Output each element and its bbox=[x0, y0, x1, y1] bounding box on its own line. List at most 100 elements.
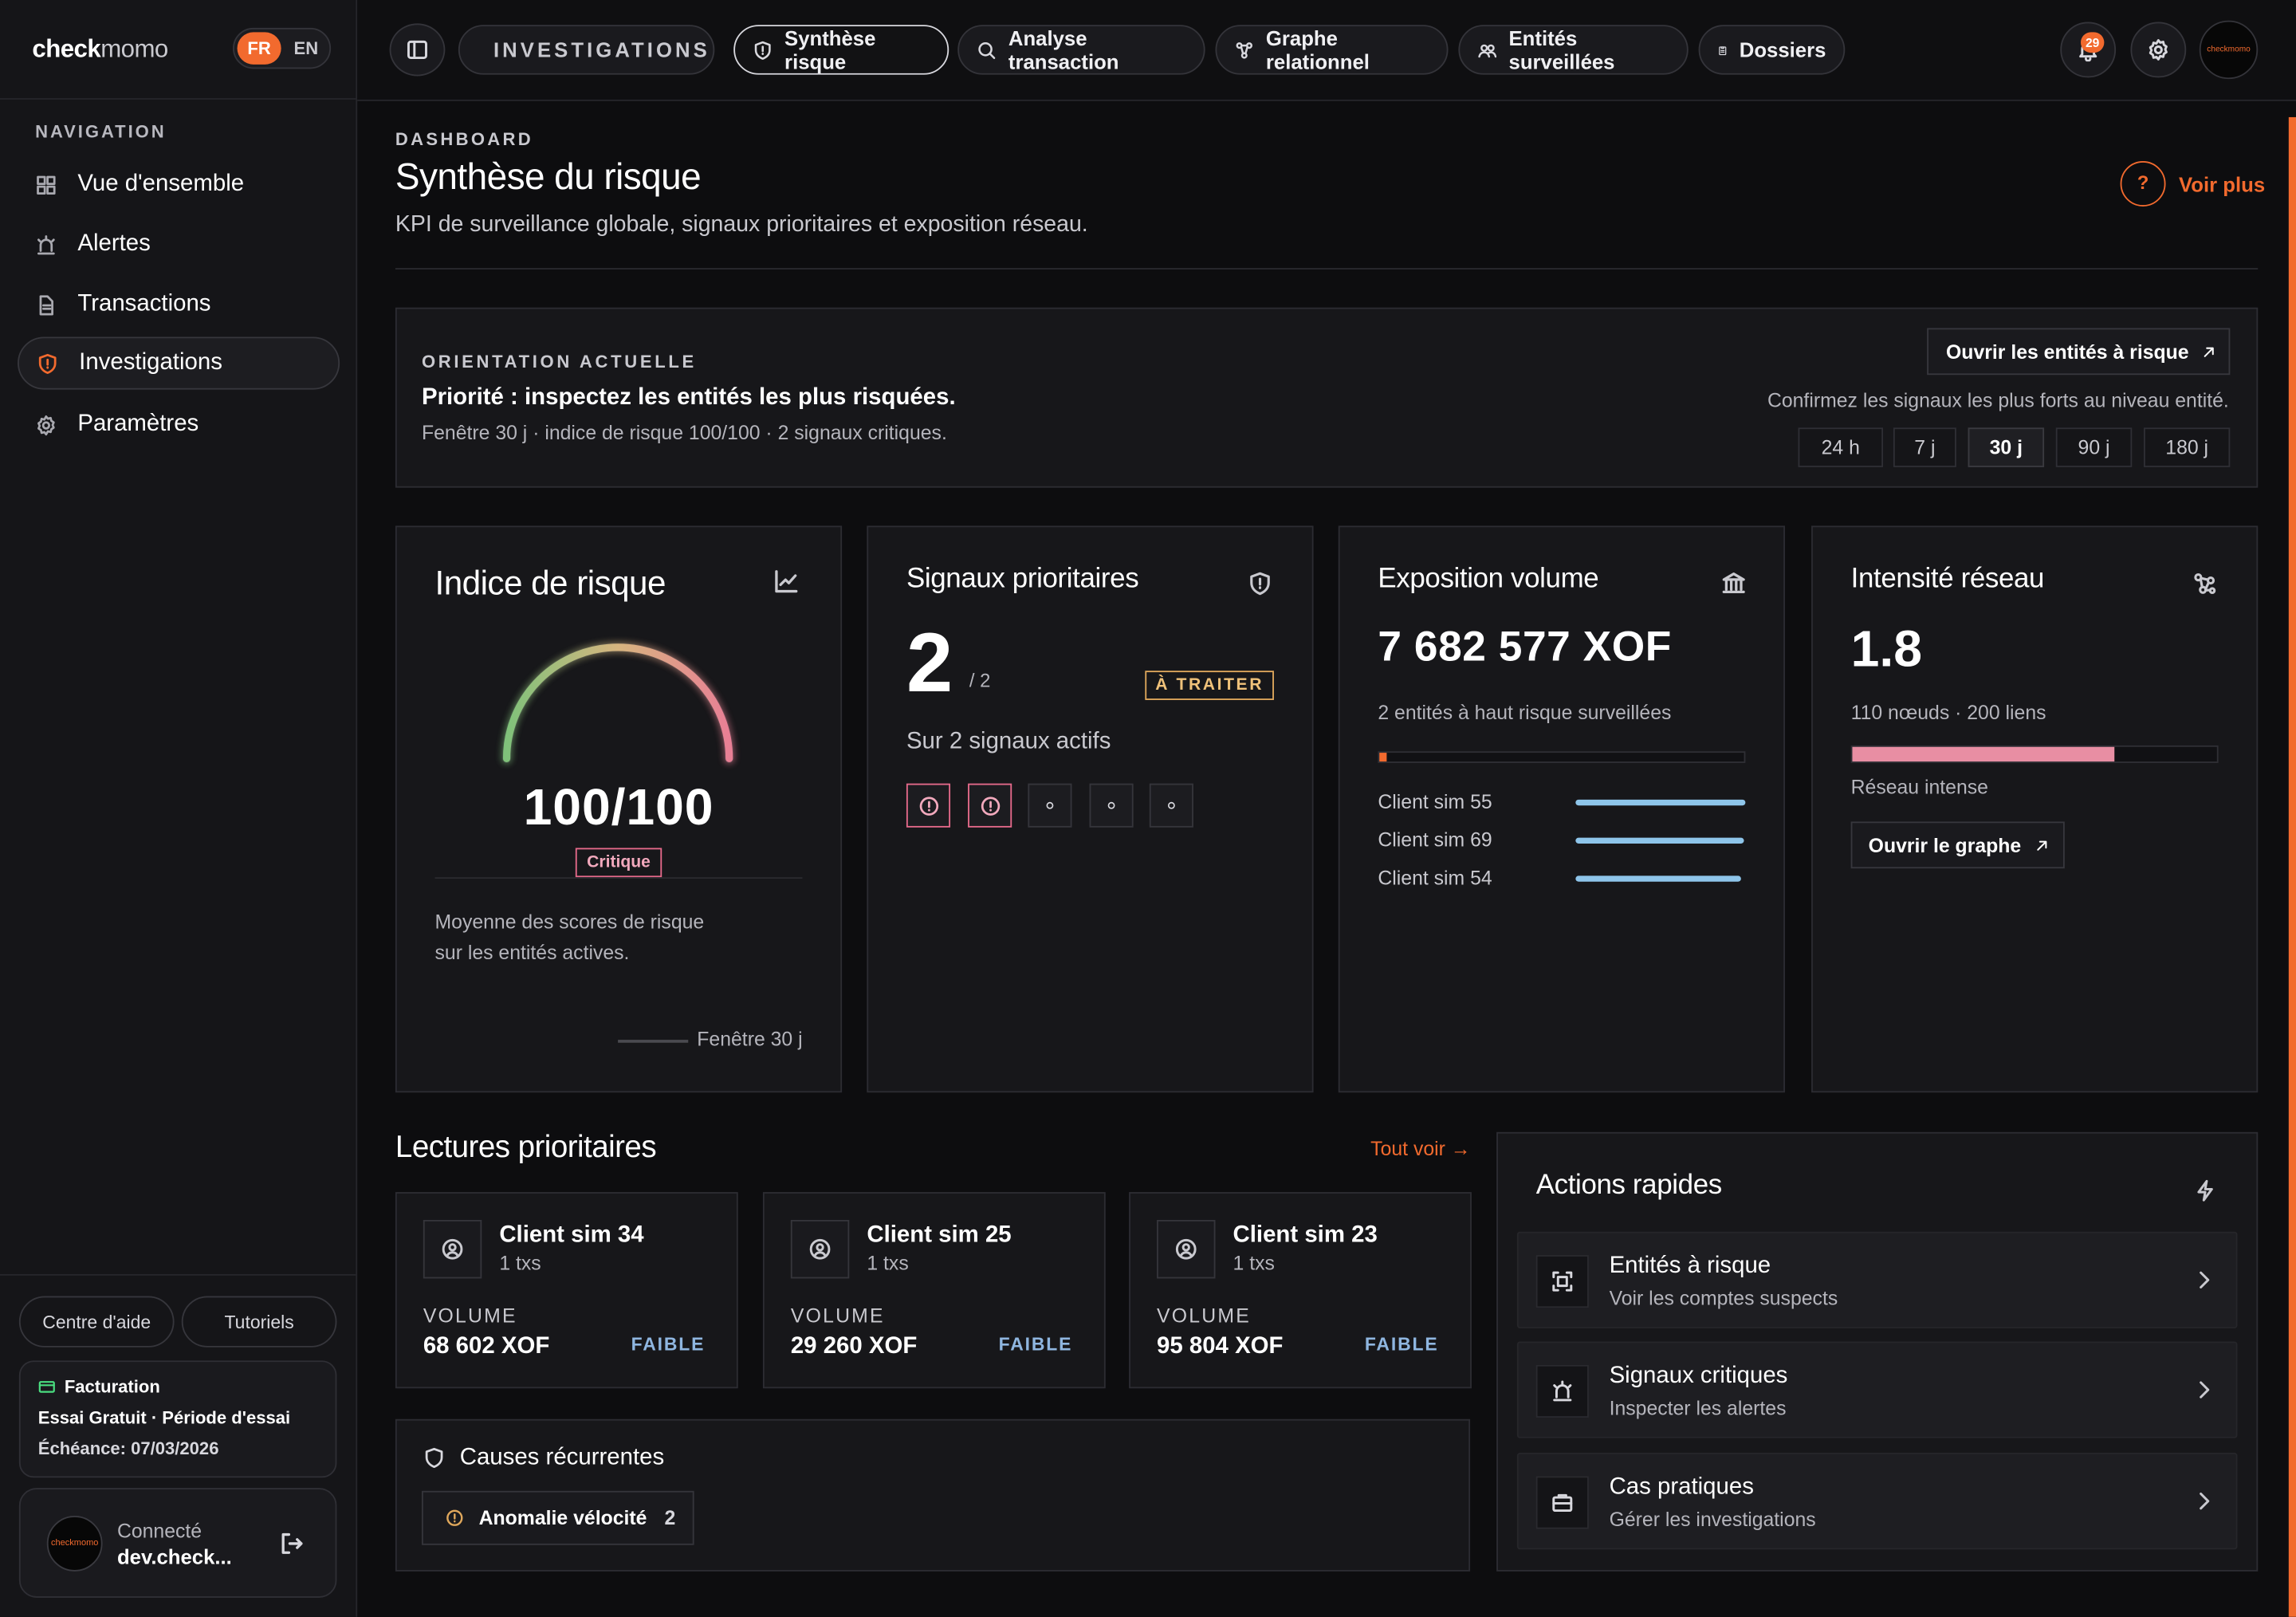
toggle-sidebar-button[interactable] bbox=[389, 23, 446, 77]
action-title: Cas pratiques bbox=[1609, 1474, 1754, 1500]
sidebar-item-label: Vue d'ensemble bbox=[77, 171, 245, 197]
see-all-link[interactable]: Tout voir → bbox=[1370, 1138, 1471, 1160]
tab-dossiers[interactable]: Dossiers bbox=[1698, 25, 1846, 75]
billing-card[interactable]: Facturation Essai Gratuit · Période d'es… bbox=[18, 1360, 337, 1478]
billing-title: Facturation bbox=[64, 1376, 160, 1398]
quick-action-risk-entities[interactable]: Entités à risque Voir les comptes suspec… bbox=[1516, 1231, 2238, 1328]
sidebar-item-label: Transactions bbox=[77, 291, 211, 317]
risk-level-badge: Critique bbox=[575, 848, 662, 878]
notifications-button[interactable]: 29 bbox=[2060, 22, 2117, 78]
dot-icon bbox=[1107, 801, 1115, 809]
tab-synthese-risque[interactable]: Synthèse risque bbox=[733, 25, 949, 75]
action-title: Entités à risque bbox=[1609, 1253, 1771, 1279]
notification-count-badge: 29 bbox=[2081, 32, 2105, 53]
tab-label: Dossiers bbox=[1739, 37, 1826, 62]
quick-action-critical-signals[interactable]: Signaux critiques Inspecter les alertes bbox=[1516, 1341, 2238, 1438]
client-bar-track bbox=[1575, 875, 1745, 882]
risk-description: Moyenne des scores de risque sur les ent… bbox=[435, 907, 705, 968]
lightning-icon bbox=[2197, 1179, 2213, 1202]
tab-graphe-relationnel[interactable]: Graphe relationnel bbox=[1215, 25, 1449, 75]
logout-icon[interactable] bbox=[278, 1530, 305, 1556]
sidebar-item-investigations[interactable]: Investigations bbox=[18, 336, 340, 390]
sidebar-divider bbox=[0, 98, 356, 100]
kpi-card-risk-index bbox=[395, 525, 843, 1093]
scrollbar[interactable] bbox=[2288, 116, 2296, 1617]
shield-icon bbox=[425, 1447, 443, 1469]
exposure-progress-fill bbox=[1379, 753, 1387, 762]
app-logo[interactable]: checkmomo bbox=[32, 35, 168, 63]
client-bar-track bbox=[1575, 837, 1745, 844]
help-button[interactable]: ? bbox=[2120, 161, 2166, 207]
client-label: Client sim 54 bbox=[1378, 867, 1492, 889]
signals-total: / 2 bbox=[969, 669, 991, 691]
signal-slot-empty bbox=[1089, 783, 1134, 828]
signal-slot-critical[interactable] bbox=[906, 783, 951, 828]
network-progress-fill bbox=[1852, 746, 2115, 762]
tab-analyse-transaction[interactable]: Analyse transaction bbox=[957, 25, 1205, 75]
client-volume: 95 804 XOF bbox=[1157, 1334, 1284, 1359]
avatar[interactable]: checkmomo bbox=[46, 1516, 103, 1572]
client-label: Client sim 55 bbox=[1378, 790, 1492, 813]
arrow-up-right-icon bbox=[2037, 840, 2047, 850]
reading-card[interactable]: Client sim 23 1 txs VOLUME 95 804 XOF FA… bbox=[1129, 1192, 1472, 1389]
help-center-button[interactable]: Centre d'aide bbox=[18, 1296, 175, 1348]
range-30j[interactable]: 30 j bbox=[1968, 427, 2045, 467]
sidebar-item-transactions[interactable]: Transactions bbox=[18, 278, 340, 331]
sidebar-item-settings[interactable]: Paramètres bbox=[18, 399, 340, 451]
credit-card-icon bbox=[38, 1381, 55, 1393]
client-txs: 1 txs bbox=[867, 1252, 909, 1274]
tutorials-button[interactable]: Tutoriels bbox=[181, 1296, 337, 1348]
settings-button[interactable] bbox=[2130, 22, 2187, 78]
cause-count: 2 bbox=[664, 1507, 676, 1529]
briefcase-icon-box bbox=[1535, 1476, 1589, 1529]
graph-icon bbox=[2194, 573, 2216, 595]
user-circle-icon bbox=[442, 1238, 463, 1260]
quick-actions-title: Actions rapides bbox=[1535, 1170, 1722, 1202]
scan-icon bbox=[1552, 1271, 1573, 1292]
breadcrumb: DASHBOARD bbox=[395, 128, 533, 150]
alert-circle-icon bbox=[446, 1509, 463, 1526]
cause-chip[interactable]: Anomalie vélocité 2 bbox=[421, 1490, 694, 1545]
orientation-hint: Confirmez les signaux les plus forts au … bbox=[1767, 389, 2229, 412]
user-circle-icon bbox=[1175, 1238, 1197, 1260]
exposure-value: 7 682 577 XOF bbox=[1378, 624, 1672, 671]
range-24h[interactable]: 24 h bbox=[1798, 427, 1884, 467]
dot-icon bbox=[1046, 801, 1054, 809]
clipboard-icon bbox=[1719, 45, 1727, 55]
risk-score: 100/100 bbox=[523, 779, 714, 836]
siren-icon bbox=[1553, 1380, 1572, 1402]
section-title: Lectures prioritaires bbox=[395, 1130, 657, 1165]
action-title: Signaux critiques bbox=[1609, 1363, 1788, 1389]
reading-card[interactable]: Client sim 34 1 txs VOLUME 68 602 XOF FA… bbox=[395, 1192, 738, 1389]
risk-description-line: sur les entités actives. bbox=[434, 942, 630, 964]
graph-icon bbox=[1236, 41, 1253, 58]
sidebar-item-overview[interactable]: Vue d'ensemble bbox=[18, 158, 340, 210]
page-title: Synthèse du risque bbox=[395, 156, 702, 198]
see-more-link[interactable]: Voir plus bbox=[2179, 172, 2266, 197]
risk-window-label: Fenêtre 30 j bbox=[697, 1028, 803, 1050]
siren-icon-box bbox=[1535, 1364, 1589, 1418]
kpi-title: Exposition volume bbox=[1378, 564, 1599, 595]
reading-card[interactable]: Client sim 25 1 txs VOLUME 29 260 XOF FA… bbox=[762, 1192, 1106, 1389]
range-180j[interactable]: 180 j bbox=[2143, 427, 2231, 467]
grid-icon bbox=[37, 175, 56, 195]
user-circle-icon-box bbox=[423, 1220, 482, 1279]
button-label: Ouvrir les entités à risque bbox=[1946, 340, 2189, 363]
range-7j[interactable]: 7 j bbox=[1893, 427, 1956, 467]
signal-slot-critical[interactable] bbox=[968, 783, 1012, 828]
lang-en-button[interactable]: EN bbox=[293, 37, 319, 59]
open-risk-entities-button[interactable]: Ouvrir les entités à risque bbox=[1927, 328, 2231, 376]
open-graph-button[interactable]: Ouvrir le graphe bbox=[1850, 821, 2065, 869]
volume-label: VOLUME bbox=[1157, 1304, 1251, 1328]
range-90j[interactable]: 90 j bbox=[2055, 427, 2133, 467]
action-subtitle: Inspecter les alertes bbox=[1609, 1397, 1787, 1419]
lang-fr-button[interactable]: FR bbox=[237, 32, 281, 65]
client-volume: 29 260 XOF bbox=[790, 1334, 918, 1359]
sidebar-item-alerts[interactable]: Alertes bbox=[18, 218, 340, 271]
tab-entites-surveillees[interactable]: Entités surveillées bbox=[1458, 25, 1689, 75]
briefcase-icon bbox=[1552, 1493, 1573, 1513]
avatar[interactable]: checkmomo bbox=[2199, 20, 2259, 80]
quick-action-case-studies[interactable]: Cas pratiques Gérer les investigations bbox=[1516, 1453, 2238, 1550]
sidebar: checkmomo FR EN NAVIGATION Vue d'ensembl… bbox=[0, 0, 358, 1617]
client-bar bbox=[1575, 875, 1740, 882]
